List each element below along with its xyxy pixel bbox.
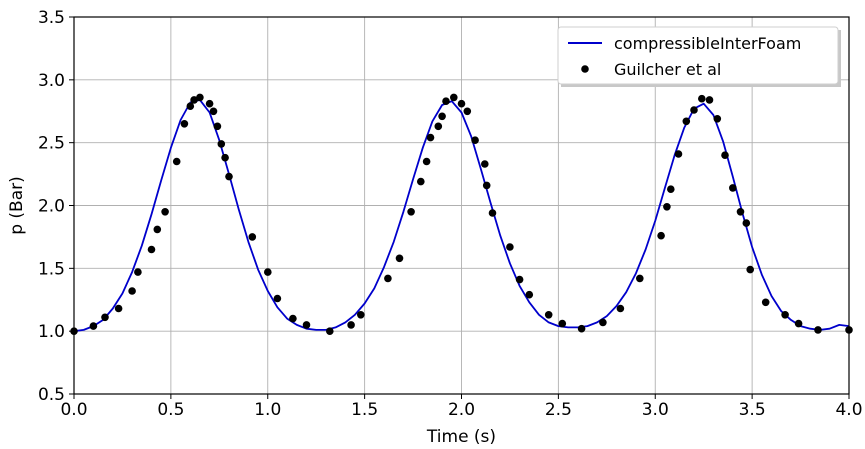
data-point-guilcher <box>742 219 751 227</box>
data-point-guilcher <box>101 313 109 322</box>
data-point-guilcher <box>667 185 675 193</box>
data-point-guilcher <box>384 274 392 283</box>
data-point-guilcher <box>213 122 222 131</box>
data-point-guilcher <box>525 290 534 299</box>
legend: compressibleInterFoam Guilcher et al <box>557 26 841 87</box>
y-tick-label: 0.5 <box>38 385 65 405</box>
data-point-guilcher <box>196 93 204 102</box>
data-point-guilcher <box>746 265 754 274</box>
data-point-guilcher <box>153 225 162 234</box>
data-point-guilcher <box>761 298 770 307</box>
data-point-guilcher <box>273 294 282 303</box>
legend-box <box>557 26 839 85</box>
data-point-guilcher <box>636 274 644 283</box>
data-point-guilcher <box>729 184 737 192</box>
y-tick-label: 1.5 <box>38 259 65 279</box>
data-point-guilcher <box>616 304 625 313</box>
data-point-guilcher <box>357 311 365 319</box>
axis-ticks: 0.0 0.5 1.0 1.5 2.0 2.5 3.0 3.5 4.00.51.01.52.02… <box>38 8 863 420</box>
data-point-guilcher <box>128 287 136 295</box>
data-point-guilcher <box>114 304 123 313</box>
y-tick-label: 2.0 <box>38 197 65 217</box>
data-point-guilcher <box>442 97 450 105</box>
data-point-guilcher <box>698 94 706 103</box>
data-point-guilcher <box>205 99 214 108</box>
x-tick-label: 2.5 <box>545 400 572 420</box>
data-point-guilcher <box>302 321 311 329</box>
y-tick-label: 2.5 <box>38 134 65 154</box>
x-tick-label: 1.0 <box>254 400 281 420</box>
data-point-guilcher <box>417 177 425 186</box>
data-point-guilcher <box>264 268 272 276</box>
series-layer <box>70 93 853 336</box>
data-point-guilcher <box>438 112 446 121</box>
x-tick-label: 0.0 <box>60 400 87 420</box>
x-tick-label: 1.5 <box>351 400 378 420</box>
y-axis-label: p (Bar) <box>7 176 27 235</box>
data-point-guilcher <box>89 322 98 330</box>
data-point-guilcher <box>663 203 671 211</box>
legend-marker-sample <box>581 65 589 73</box>
data-point-guilcher <box>190 96 198 104</box>
data-point-guilcher <box>289 314 297 323</box>
data-point-guilcher <box>515 275 524 284</box>
data-point-guilcher <box>221 153 229 162</box>
data-point-guilcher <box>407 208 415 216</box>
data-point-guilcher <box>172 157 181 166</box>
data-point-guilcher <box>180 120 189 128</box>
data-point-guilcher <box>209 107 218 116</box>
legend-label-compressibleinterfoam: compressibleInterFoam <box>614 34 801 53</box>
data-point-guilcher <box>674 150 683 158</box>
data-point-guilcher <box>814 326 822 334</box>
data-point-guilcher <box>794 319 803 328</box>
data-point-guilcher <box>217 140 226 148</box>
data-point-guilcher <box>506 243 514 251</box>
data-point-guilcher <box>577 324 586 333</box>
x-tick-label: 0.5 <box>157 400 184 420</box>
x-tick-label: 3.0 <box>642 400 669 420</box>
data-point-guilcher <box>134 268 142 276</box>
data-point-guilcher <box>186 102 195 110</box>
data-point-guilcher <box>450 93 458 102</box>
data-point-guilcher <box>690 106 698 114</box>
series-line-compressibleinterfoam <box>73 99 850 333</box>
x-axis-label: Time (s) <box>426 427 496 447</box>
data-point-guilcher <box>225 172 233 181</box>
x-tick-label: 2.0 <box>448 400 475 420</box>
data-point-guilcher <box>558 319 567 328</box>
data-point-guilcher <box>544 311 553 319</box>
x-tick-label: 4.0 <box>835 400 862 420</box>
data-point-guilcher <box>248 233 257 241</box>
legend-label-guilcher: Guilcher et al <box>614 60 721 79</box>
data-point-guilcher <box>422 157 431 166</box>
data-point-guilcher <box>426 133 435 142</box>
x-tick-label: 3.5 <box>739 400 766 420</box>
data-point-guilcher <box>705 96 714 104</box>
data-point-guilcher <box>463 107 472 116</box>
data-point-guilcher <box>713 115 722 123</box>
data-point-guilcher <box>326 327 334 336</box>
y-tick-label: 3.5 <box>38 8 65 28</box>
data-point-guilcher <box>347 321 355 329</box>
data-point-guilcher <box>721 151 729 159</box>
data-point-guilcher <box>471 136 479 144</box>
data-point-guilcher <box>657 231 665 240</box>
data-point-guilcher <box>434 122 443 131</box>
data-point-guilcher <box>147 245 156 254</box>
data-point-guilcher <box>395 254 404 263</box>
data-point-guilcher <box>457 99 466 108</box>
data-point-guilcher <box>161 208 169 216</box>
data-point-guilcher <box>682 117 691 126</box>
data-point-guilcher <box>488 209 497 217</box>
y-tick-label: 1.0 <box>38 322 65 342</box>
data-point-guilcher <box>599 318 607 327</box>
data-point-guilcher <box>736 208 745 216</box>
data-point-guilcher <box>482 181 491 190</box>
y-tick-label: 3.0 <box>38 71 65 91</box>
data-point-guilcher <box>781 311 789 319</box>
data-point-guilcher <box>481 160 489 168</box>
